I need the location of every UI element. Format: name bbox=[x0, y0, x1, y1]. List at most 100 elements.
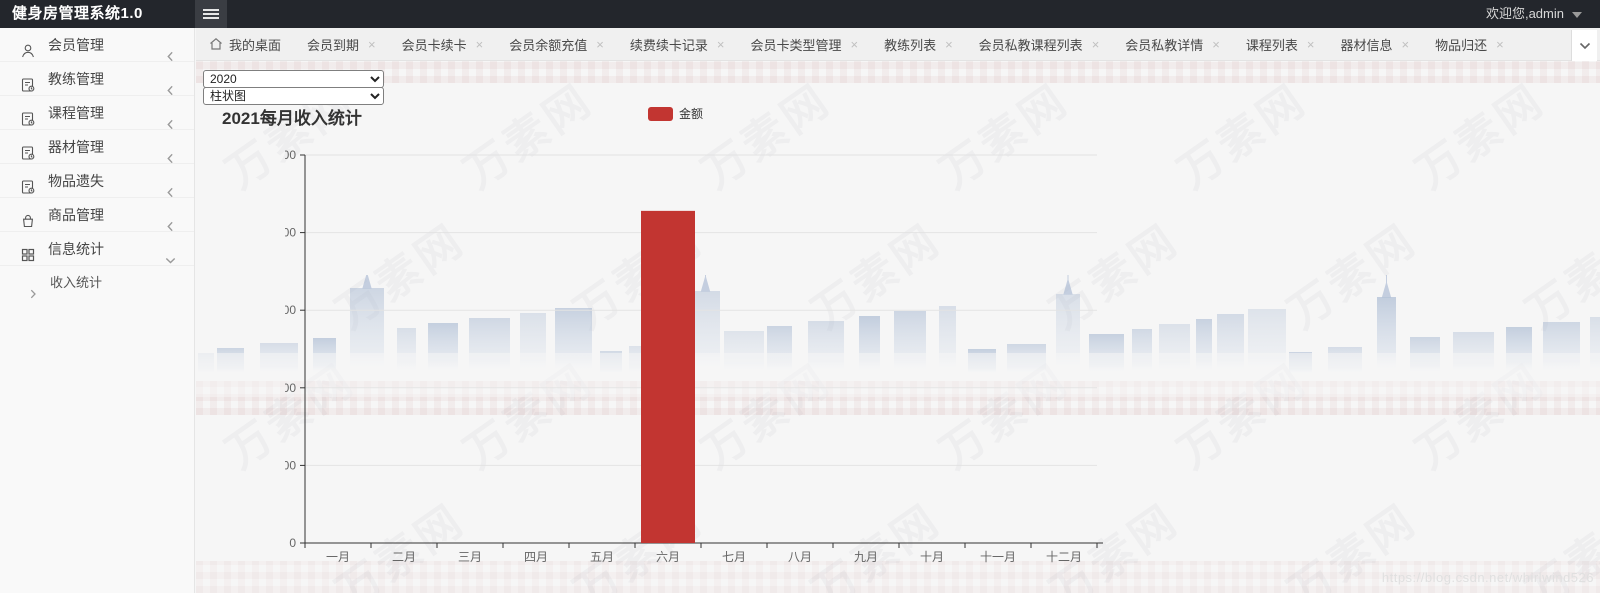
sidebar-item[interactable]: 信息统计 bbox=[0, 232, 194, 266]
chart-tick-label: 一月 bbox=[326, 550, 350, 564]
site-watermark-stamp: 万素网 bbox=[1517, 215, 1600, 339]
sidebar-item-label: 教练管理 bbox=[48, 71, 104, 87]
tab-label: 我的桌面 bbox=[229, 37, 282, 53]
close-tab-icon[interactable]: × bbox=[1401, 36, 1410, 52]
chart-tick-label: 十二月 bbox=[1046, 550, 1082, 564]
sidebar-subitem[interactable]: 收入统计 bbox=[0, 266, 194, 300]
tab[interactable]: 教练列表 × bbox=[871, 28, 966, 60]
tab-label: 教练列表 bbox=[884, 37, 937, 53]
chevron-down-icon bbox=[165, 244, 176, 264]
chart-tick-label: 2,500 bbox=[285, 148, 296, 162]
top-header-bar: 健身房管理系统1.0 欢迎您,admin bbox=[0, 0, 1600, 28]
user-icon bbox=[20, 37, 36, 58]
form-icon bbox=[20, 105, 36, 126]
bar-chart: 0 500 1,000 1,500 2,000 2,500 一月 二月 三月 四月 五月 六月 七月 八月… bbox=[285, 148, 1103, 564]
tab[interactable]: 会员卡类型管理 × bbox=[737, 28, 871, 60]
chevron-left-icon bbox=[165, 176, 176, 198]
tab-label: 会员卡类型管理 bbox=[750, 37, 842, 53]
close-tab-icon[interactable]: × bbox=[1306, 36, 1315, 52]
home-icon bbox=[209, 37, 223, 51]
tab-overflow-button[interactable] bbox=[1571, 30, 1597, 61]
tab-label: 会员私教详情 bbox=[1125, 37, 1204, 53]
legend-item[interactable]: 金额 bbox=[648, 105, 703, 122]
watermark-pattern bbox=[196, 61, 1600, 83]
site-watermark-stamp: 万素网 bbox=[1407, 355, 1554, 479]
chart-title: 2021每月收入统计 bbox=[222, 109, 362, 128]
tab[interactable]: 会员到期 × bbox=[294, 28, 389, 60]
sidebar-item[interactable]: 会员管理 bbox=[0, 28, 194, 62]
sidebar-item[interactable]: 课程管理 bbox=[0, 96, 194, 130]
chart-tick-label: 五月 bbox=[590, 550, 614, 564]
chart-tick-label: 四月 bbox=[524, 550, 548, 564]
user-menu[interactable]: 欢迎您,admin bbox=[1485, 6, 1564, 21]
sidebar-item[interactable]: 商品管理 bbox=[0, 198, 194, 232]
bar-六月[interactable] bbox=[641, 210, 695, 543]
close-tab-icon[interactable]: × bbox=[475, 36, 484, 52]
tab[interactable]: 会员私教详情 × bbox=[1112, 28, 1233, 60]
tab-label: 续费续卡记录 bbox=[629, 37, 708, 53]
sidebar-item-label: 会员管理 bbox=[48, 37, 104, 53]
sidebar-item[interactable]: 教练管理 bbox=[0, 62, 194, 96]
tab[interactable]: 课程列表 × bbox=[1233, 28, 1328, 60]
chart-tick-label: 七月 bbox=[722, 550, 746, 564]
close-tab-icon[interactable]: × bbox=[850, 36, 859, 52]
site-watermark-stamp: 万素网 bbox=[1169, 355, 1316, 479]
tab-label: 会员余额充值 bbox=[509, 37, 588, 53]
tab-label: 会员卡续卡 bbox=[401, 37, 467, 53]
sidebar-item[interactable]: 器材管理 bbox=[0, 130, 194, 164]
tab-label: 课程列表 bbox=[1245, 37, 1298, 53]
form-icon bbox=[20, 139, 36, 160]
tab-bar: 我的桌面 会员到期 × 会员卡续卡 × 会员余额充值 × 续费续卡记录 × 会员卡类型管理 × 教练列… bbox=[196, 28, 1600, 61]
close-tab-icon[interactable]: × bbox=[945, 36, 953, 52]
legend-color-swatch bbox=[648, 106, 673, 121]
chevron-right-icon bbox=[28, 278, 38, 299]
sidebar-item[interactable]: 物品遗失 bbox=[0, 164, 194, 198]
form-icon bbox=[20, 71, 36, 92]
tab-label: 会员到期 bbox=[307, 37, 360, 53]
site-watermark-stamp: 万素网 bbox=[1279, 215, 1426, 339]
year-select[interactable]: 2020 bbox=[203, 70, 384, 88]
tab[interactable]: 物品归还 × bbox=[1422, 28, 1517, 60]
chart-tick-label: 1,500 bbox=[285, 303, 296, 317]
chevron-left-icon bbox=[165, 108, 176, 130]
sidebar-item-label: 物品遗失 bbox=[48, 173, 104, 189]
tab[interactable]: 会员私教课程列表 × bbox=[966, 28, 1113, 60]
sidebar-item-label: 器材管理 bbox=[48, 139, 104, 155]
shop-icon bbox=[20, 207, 36, 228]
chevron-down-icon bbox=[1579, 42, 1590, 49]
app-title: 健身房管理系统1.0 bbox=[12, 5, 143, 22]
chevron-left-icon bbox=[165, 40, 176, 62]
legend-label: 金额 bbox=[679, 107, 704, 121]
tab-home[interactable]: 我的桌面 bbox=[196, 28, 294, 60]
sidebar-item-label: 课程管理 bbox=[48, 105, 104, 121]
close-tab-icon[interactable]: × bbox=[1091, 36, 1100, 52]
sidebar-item-label: 商品管理 bbox=[48, 207, 104, 223]
site-watermark-stamp: 万素网 bbox=[1169, 75, 1316, 199]
hamburger-icon bbox=[203, 9, 219, 11]
grid-icon bbox=[20, 241, 36, 262]
close-tab-icon[interactable]: × bbox=[368, 36, 376, 52]
tab-label: 会员私教课程列表 bbox=[978, 37, 1083, 53]
chart-type-select[interactable]: 柱状图 bbox=[203, 87, 384, 105]
tab[interactable]: 续费续卡记录 × bbox=[617, 28, 738, 60]
close-tab-icon[interactable]: × bbox=[1496, 36, 1504, 52]
chart-tick-label: 1,000 bbox=[285, 381, 296, 395]
csdn-url-watermark: https://blog.csdn.net/whirlwind526 bbox=[1381, 570, 1594, 585]
close-tab-icon[interactable]: × bbox=[1212, 36, 1220, 52]
chart-tick-label: 三月 bbox=[458, 550, 482, 564]
hamburger-menu-button[interactable] bbox=[195, 0, 227, 28]
close-tab-icon[interactable]: × bbox=[716, 36, 725, 52]
tab[interactable]: 会员余额充值 × bbox=[496, 28, 617, 60]
sidebar-nav: 会员管理教练管理课程管理器材管理物品遗失商品管理信息统计收入统计 bbox=[0, 28, 195, 593]
close-tab-icon[interactable]: × bbox=[596, 36, 604, 52]
chevron-left-icon bbox=[165, 142, 176, 164]
chart-tick-label: 六月 bbox=[656, 550, 680, 564]
chart-tick-label: 二月 bbox=[392, 550, 416, 564]
chart-tick-label: 500 bbox=[285, 458, 296, 472]
site-watermark-stamp: 万素网 bbox=[1407, 75, 1554, 199]
tab[interactable]: 会员卡续卡 × bbox=[389, 28, 497, 60]
tab[interactable]: 器材信息 × bbox=[1328, 28, 1423, 60]
chart-tick-label: 九月 bbox=[854, 550, 878, 564]
sidebar-item-label: 信息统计 bbox=[48, 241, 104, 257]
